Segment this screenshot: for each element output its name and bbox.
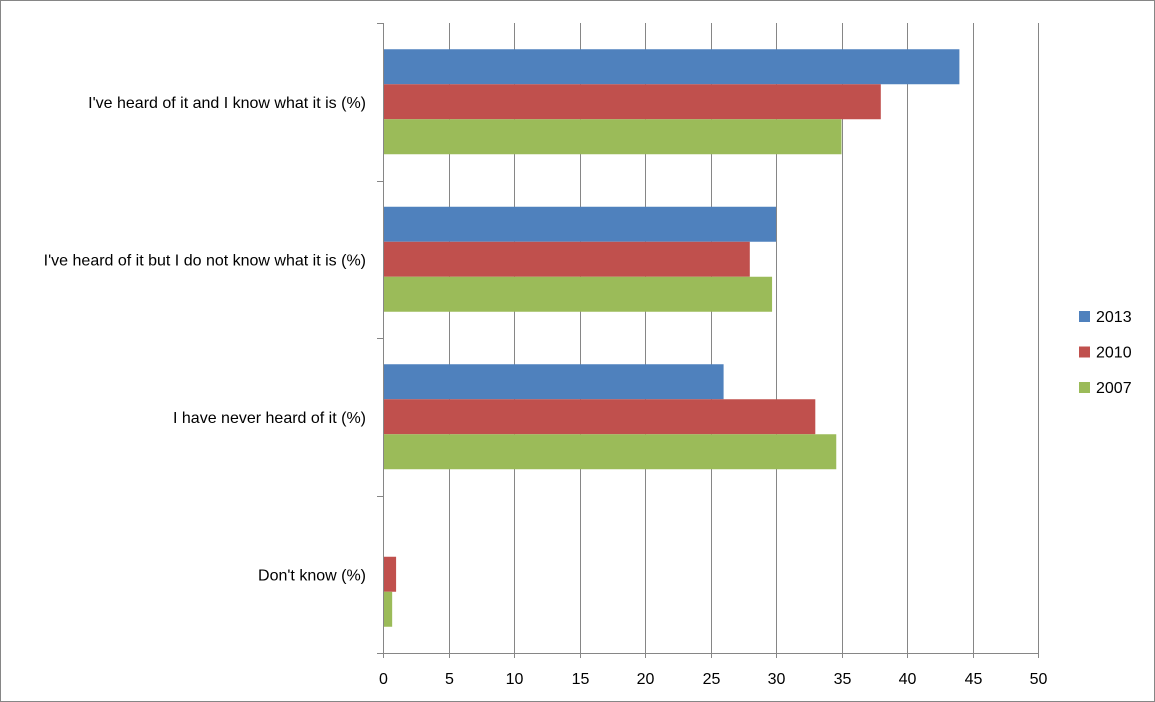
- axis-labels: 0 5 10 15 20 25 30 35 40 45 50 I've heard of it and…: [44, 95, 1048, 688]
- bar-2013-1: [383, 206, 776, 242]
- legend-swatch-2007: [1079, 382, 1090, 393]
- axes: [377, 23, 1039, 658]
- tick-label-x-15: 15: [572, 671, 590, 688]
- legend-label-2013: 2013: [1096, 309, 1132, 326]
- bar-2010-3: [383, 556, 397, 592]
- category-label-3: Don't know (%): [258, 567, 366, 584]
- tick-label-x-0: 0: [379, 671, 388, 688]
- bar-2010-1: [383, 241, 750, 277]
- tick-label-x-45: 45: [965, 671, 983, 688]
- category-label-1: I've heard of it but I do not know what …: [44, 252, 366, 269]
- legend: 2013 2010 2007: [1079, 309, 1132, 397]
- tick-label-x-25: 25: [703, 671, 721, 688]
- tick-label-x-35: 35: [834, 671, 852, 688]
- bar-2010-2: [383, 399, 816, 435]
- legend-label-2010: 2010: [1096, 345, 1132, 362]
- bars: [383, 49, 960, 627]
- bar-2007-1: [383, 276, 773, 312]
- category-label-0: I've heard of it and I know what it is (…: [88, 95, 366, 112]
- legend-label-2007: 2007: [1096, 380, 1132, 397]
- legend-swatch-2010: [1079, 346, 1090, 358]
- tick-label-x-5: 5: [445, 671, 454, 688]
- bar-2007-2: [383, 434, 837, 470]
- category-label-2: I have never heard of it (%): [173, 410, 366, 427]
- bar-2013-0: [383, 49, 960, 85]
- legend-swatch-2013: [1079, 311, 1090, 322]
- tick-label-x-50: 50: [1030, 671, 1048, 688]
- bar-2013-2: [383, 364, 724, 400]
- bar-2007-3: [383, 591, 393, 627]
- bar-2010-0: [383, 84, 881, 120]
- bar-2007-0: [383, 119, 842, 155]
- tick-label-x-30: 30: [768, 671, 786, 688]
- tick-label-x-40: 40: [899, 671, 917, 688]
- tick-label-x-20: 20: [637, 671, 655, 688]
- tick-label-x-10: 10: [506, 671, 524, 688]
